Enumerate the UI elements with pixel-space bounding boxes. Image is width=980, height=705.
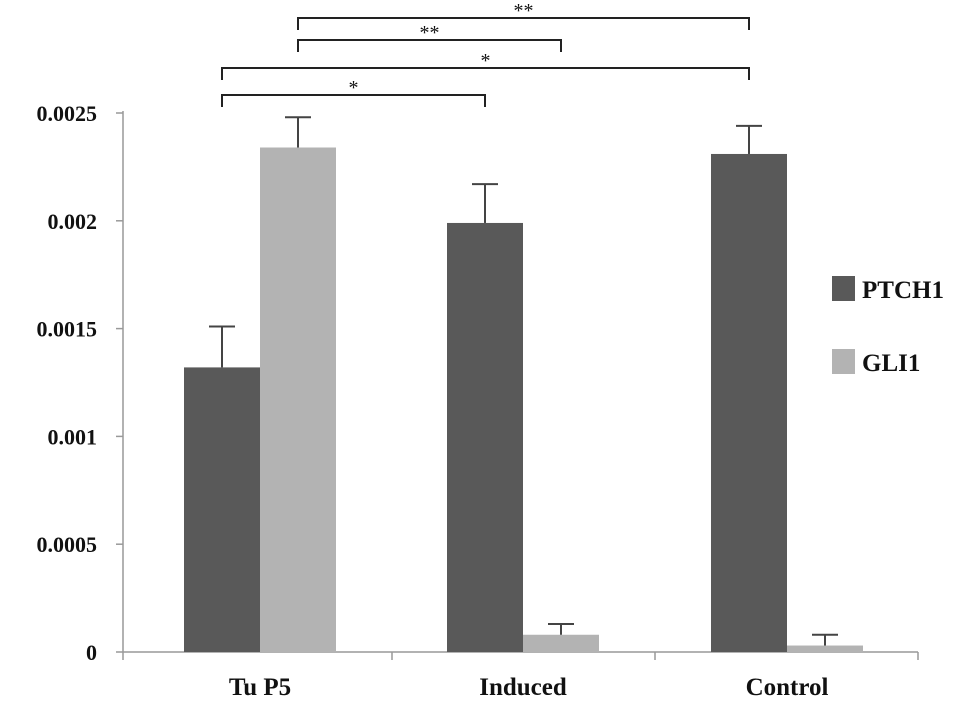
bar-ptch1 bbox=[184, 367, 260, 652]
x-tick-label: Control bbox=[746, 674, 829, 701]
y-tick-label: 0.002 bbox=[48, 209, 98, 234]
bar-gli1 bbox=[260, 147, 336, 652]
legend: PTCH1 GLI1 bbox=[832, 276, 944, 377]
significance-label: * bbox=[349, 77, 359, 99]
significance-bracket bbox=[221, 67, 750, 80]
bar-ptch1 bbox=[711, 153, 787, 653]
y-tick-label: 0.0025 bbox=[37, 101, 98, 126]
legend-label-ptch1: PTCH1 bbox=[862, 277, 944, 304]
y-tick-label: 0 bbox=[86, 640, 97, 665]
significance-bracket bbox=[221, 94, 486, 107]
y-tick-label: 0.0005 bbox=[37, 532, 98, 557]
legend-swatch-gli1 bbox=[832, 349, 855, 374]
significance-bracket bbox=[297, 17, 750, 30]
significance-label: ** bbox=[420, 22, 440, 44]
significance-label: * bbox=[481, 50, 491, 72]
x-axis: Tu P5 Induced Control bbox=[122, 651, 919, 701]
x-tick-label: Induced bbox=[479, 674, 567, 701]
bar-gli1 bbox=[523, 634, 599, 652]
bars bbox=[184, 116, 863, 653]
legend-swatch-ptch1 bbox=[832, 276, 855, 301]
y-axis: 0 0.0005 0.001 0.0015 0.002 0.0025 bbox=[37, 101, 124, 665]
significance-brackets: ****** bbox=[221, 0, 750, 107]
bar-gli1 bbox=[787, 645, 863, 652]
significance-label: ** bbox=[514, 0, 534, 22]
legend-label-gli1: GLI1 bbox=[862, 350, 920, 377]
y-tick-label: 0.001 bbox=[48, 424, 98, 449]
y-tick-label: 0.0015 bbox=[37, 317, 98, 342]
bar-ptch1 bbox=[447, 222, 523, 652]
x-tick-label: Tu P5 bbox=[229, 674, 291, 701]
significance-bracket bbox=[297, 39, 562, 52]
